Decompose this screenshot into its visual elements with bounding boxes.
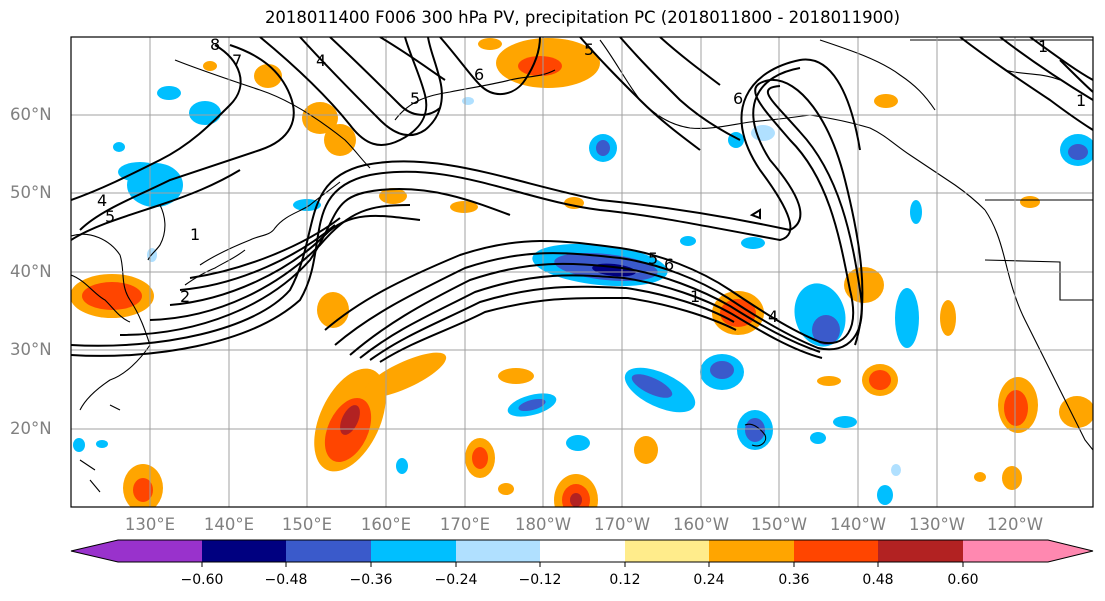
graticule: [71, 37, 1093, 507]
colorbar-box: [794, 540, 878, 562]
contour-label: 5: [584, 40, 594, 59]
lon-label: 140°E: [203, 515, 255, 534]
lat-label: 40°N: [10, 262, 52, 281]
colorbar-extend-max: [1048, 540, 1093, 562]
lon-label: 140°W: [829, 515, 887, 534]
colorbar-box: [456, 540, 540, 562]
colorbar-box: [878, 540, 963, 562]
colorbar-tick-label: 0.24: [693, 572, 725, 588]
contour-label: 5: [648, 249, 658, 268]
colorbar-box: [540, 540, 625, 562]
contour-label: 4: [768, 307, 778, 326]
lon-label: 160°E: [360, 515, 412, 534]
colorbar-box: [963, 540, 1048, 562]
colorbar-tick-label: −0.36: [349, 572, 393, 588]
colorbar-tick-label: −0.48: [264, 572, 308, 588]
contour-labels: 8 7 6 5 4 4 5 1 1 6 5 1 2 4 6 5 1: [97, 35, 1086, 326]
lat-label: 50°N: [10, 183, 52, 202]
lat-label: 30°N: [10, 340, 52, 359]
colorbar-tick-label: −0.12: [518, 572, 562, 588]
lat-label: 60°N: [10, 105, 52, 124]
pv-contours: [71, 37, 1093, 363]
colorbar-tick-label: −0.60: [180, 572, 224, 588]
colorbar-box: [286, 540, 371, 562]
contour-label: 4: [97, 191, 107, 210]
precip-shading: [71, 38, 1093, 507]
coastlines: [71, 39, 1093, 493]
lon-label: 130°E: [124, 515, 176, 534]
lon-label: 160°W: [672, 515, 730, 534]
contour-label: 6: [664, 255, 674, 274]
contour-label: 1: [1038, 37, 1048, 56]
contour-label: 5: [410, 89, 420, 108]
contour-label: 5: [105, 207, 115, 226]
colorbar-tick-label: −0.24: [434, 572, 478, 588]
lon-label: 130°W: [908, 515, 966, 534]
lon-label: 120°W: [986, 515, 1044, 534]
colorbar-box: [371, 540, 456, 562]
colorbar-tick-label: 0.12: [609, 572, 641, 588]
contour-label: 1: [1076, 91, 1086, 110]
colorbar: [70, 539, 1094, 567]
colorbar-box: [625, 540, 709, 562]
contour-label: 1: [190, 225, 200, 244]
lon-label: 170°E: [439, 515, 491, 534]
colorbar-box: [202, 540, 286, 562]
colorbar-extend-min: [71, 540, 118, 562]
lon-label: 180°W: [514, 515, 572, 534]
contour-label: 7: [232, 51, 242, 70]
lon-label: 170°W: [593, 515, 651, 534]
lon-label: 150°W: [750, 515, 808, 534]
contour-label: 8: [210, 35, 220, 54]
contour-label: 4: [316, 51, 326, 70]
contour-label: 2: [180, 287, 190, 306]
map-frame: [70, 36, 1094, 508]
colorbar-outline: [70, 539, 1094, 563]
colorbar-box: [118, 540, 202, 562]
lon-label: 150°E: [281, 515, 333, 534]
contour-label: 6: [474, 65, 484, 84]
colorbar-tick-label: 0.48: [862, 572, 894, 588]
contour-label: 1: [690, 287, 700, 306]
contour-label: 6: [733, 89, 743, 108]
colorbar-tick-label: 0.36: [778, 572, 810, 588]
colorbar-tick-label: 0.60: [947, 572, 979, 588]
lat-label: 20°N: [10, 419, 52, 438]
colorbar-box: [709, 540, 794, 562]
map-title: 2018011400 F006 300 hPa PV, precipitatio…: [264, 8, 901, 27]
